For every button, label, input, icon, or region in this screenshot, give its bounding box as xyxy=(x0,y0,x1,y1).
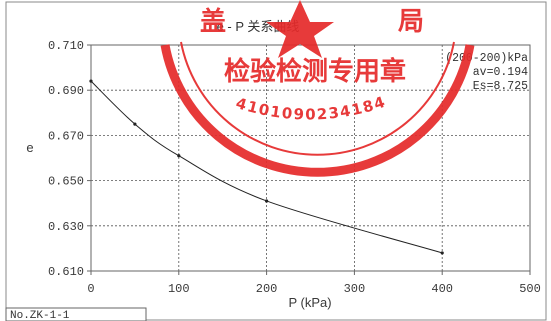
sample-id-text: No.ZK-1-1 xyxy=(10,310,70,321)
sample-id-box: No.ZK-1-1 xyxy=(5,307,147,321)
x-tick-label: 0 xyxy=(87,282,94,296)
series-line xyxy=(90,80,443,254)
x-tick-label: 200 xyxy=(256,282,278,296)
seal-star xyxy=(266,0,334,58)
x-tick-label: 100 xyxy=(168,282,190,296)
data-point xyxy=(177,154,181,158)
x-tick-label: 500 xyxy=(519,282,541,296)
outer-frame xyxy=(5,1,547,321)
y-tick-label: 0.690 xyxy=(48,84,84,98)
seal-number: 4101090234184 xyxy=(234,93,389,124)
y-tick-label: 0.670 xyxy=(48,129,84,143)
data-point xyxy=(89,79,93,83)
data-point xyxy=(265,199,269,203)
inspection-seal: 盖 局 检验检测专用章 4101090234184 xyxy=(160,0,475,177)
y-axis-label: e xyxy=(26,140,33,155)
seal-fragment-right: 局 xyxy=(398,7,424,37)
seal-outer-ring xyxy=(160,44,475,177)
y-tick-label: 0.710 xyxy=(48,39,84,53)
x-tick-label: 400 xyxy=(431,282,453,296)
x-tick-label: 300 xyxy=(344,282,366,296)
data-point xyxy=(133,122,137,126)
annotation-line-3: Es=8.725 xyxy=(473,80,528,93)
seal-fragment-left: 盖 xyxy=(200,6,226,37)
seal-main-text: 检验检测专用章 xyxy=(224,56,406,87)
series-layer xyxy=(89,79,444,255)
x-axis-label: P (kPa) xyxy=(288,295,331,310)
seal-inner-ring xyxy=(180,41,455,156)
axis-layer: 0 100 200 300 400 500 0.610 0.630 0.650 0.670 0.69… xyxy=(48,39,541,296)
data-point xyxy=(440,251,444,255)
y-tick-label: 0.650 xyxy=(48,175,84,189)
y-tick-label: 0.610 xyxy=(48,265,84,279)
annotation-line-1: (200-200)kPa xyxy=(445,52,528,65)
annotation-line-2: av=0.194 xyxy=(473,66,528,79)
y-tick-label: 0.630 xyxy=(48,220,84,234)
